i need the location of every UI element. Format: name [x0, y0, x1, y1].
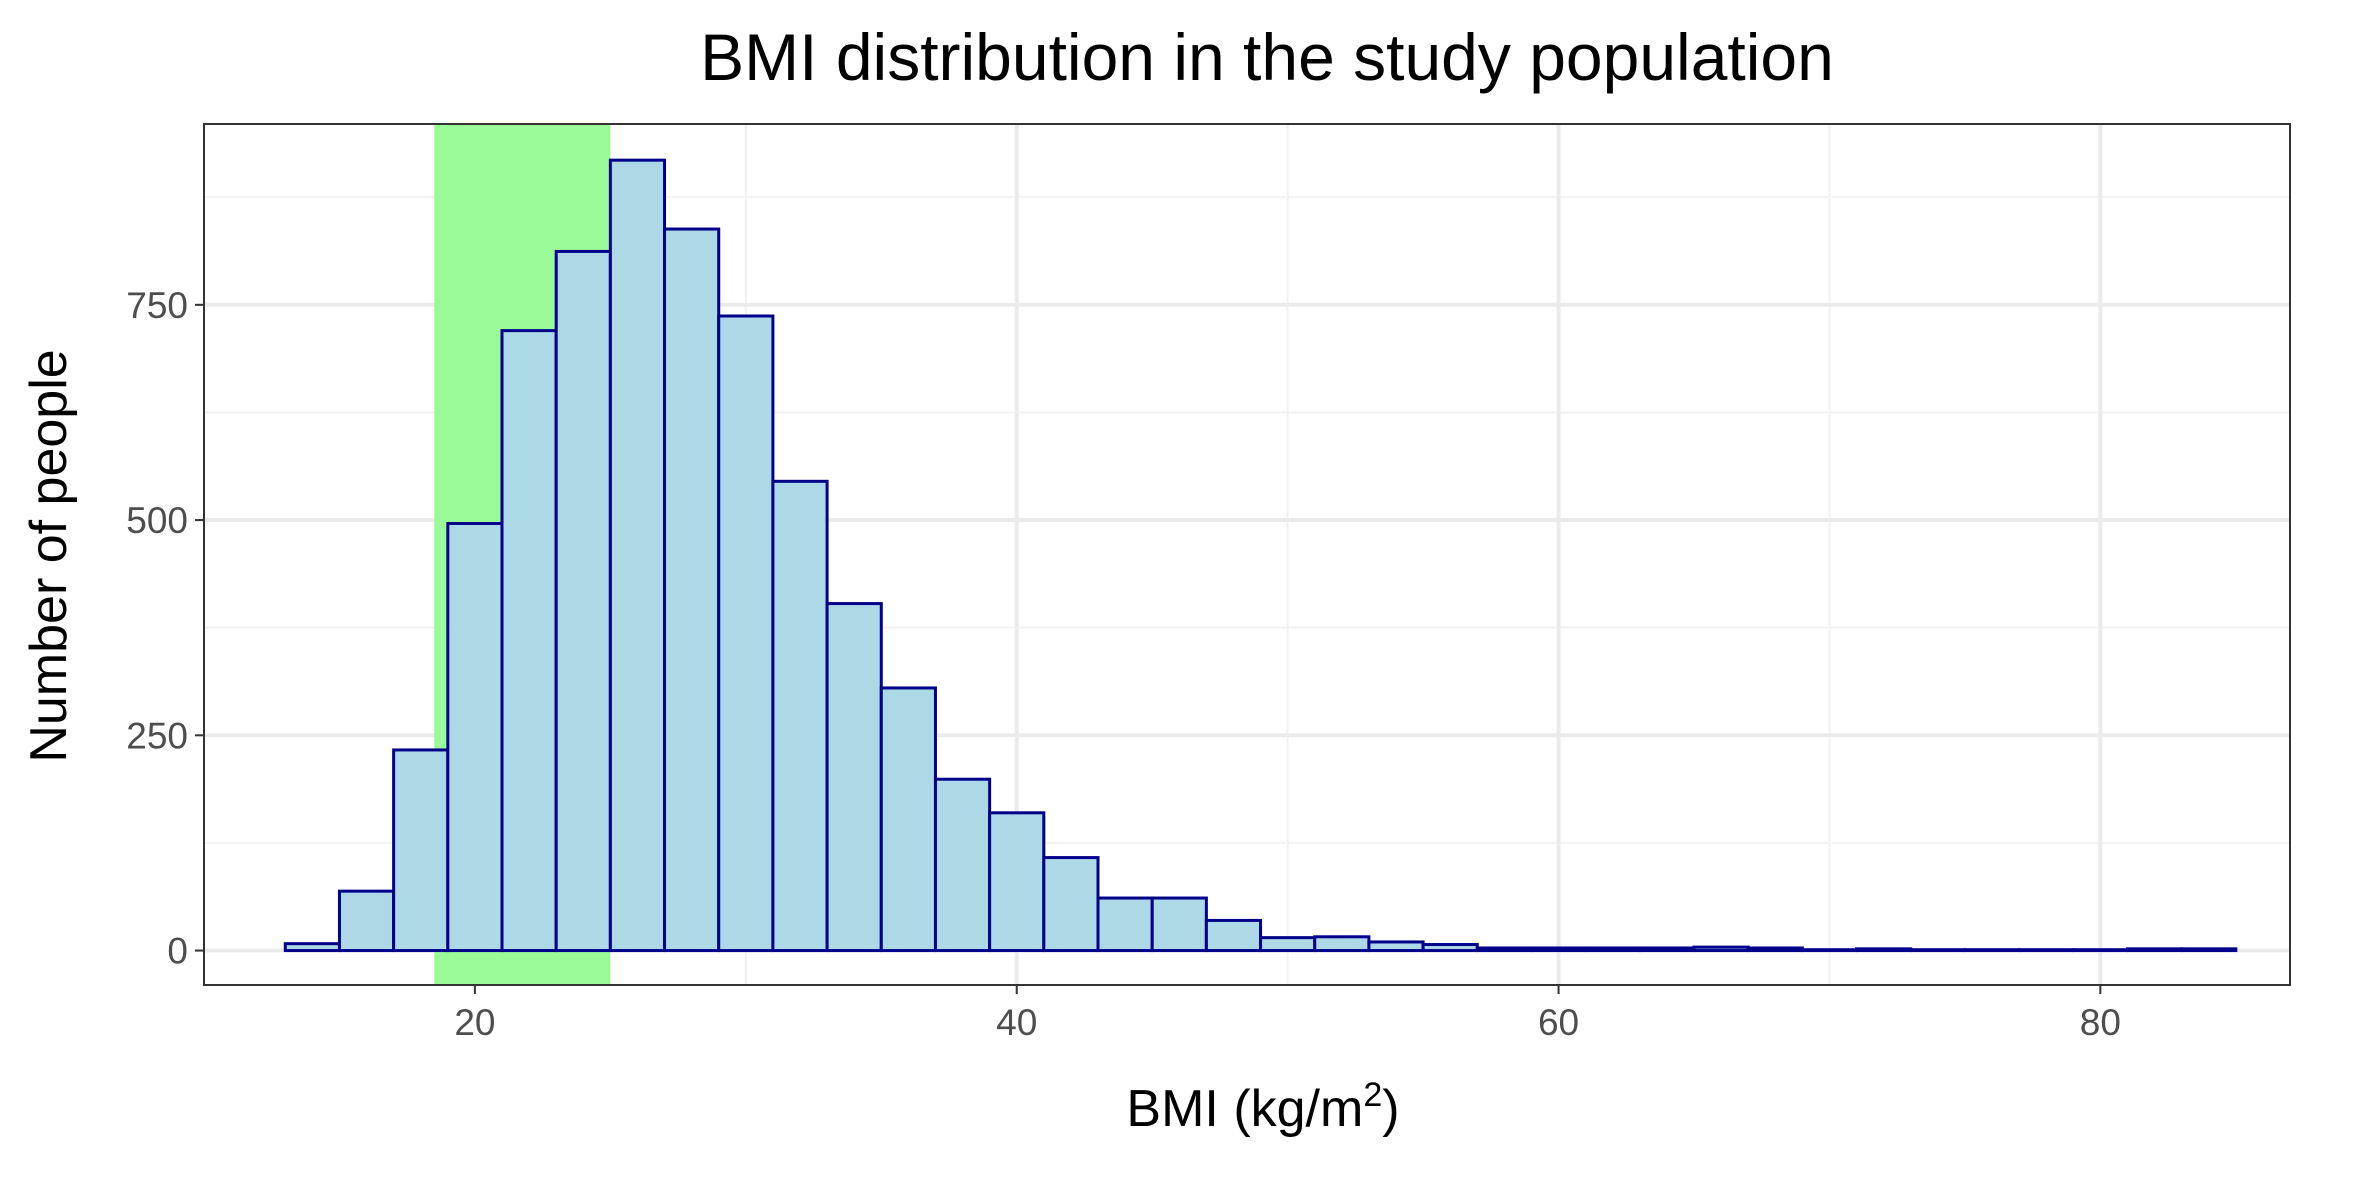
- y-tick-label: 250: [126, 715, 188, 756]
- histogram-bar: [1096, 896, 1154, 953]
- histogram-bar: [1855, 947, 1913, 953]
- histogram-bar: [1909, 948, 1967, 953]
- histogram-bar: [392, 748, 450, 953]
- histogram-bars: [283, 158, 2238, 953]
- histogram-bar: [663, 227, 721, 953]
- histogram-bar: [1259, 936, 1317, 953]
- x-tick-label: 40: [996, 1002, 1037, 1043]
- histogram-bar: [1042, 856, 1100, 953]
- histogram-bar: [446, 522, 504, 953]
- panel-border: [203, 123, 2291, 986]
- histogram-bar: [2017, 948, 2075, 953]
- histogram-bar: [554, 249, 612, 953]
- chart-title: BMI distribution in the study population: [700, 20, 1834, 94]
- histogram-bar: [1204, 918, 1263, 953]
- histogram-bar: [500, 329, 558, 953]
- x-tick-label: 80: [2080, 1002, 2121, 1043]
- histogram-bar: [988, 811, 1046, 953]
- y-tick-label: 0: [167, 931, 188, 972]
- histogram-bar: [283, 942, 341, 953]
- histogram-bar: [337, 889, 396, 953]
- histogram-bar: [933, 777, 992, 953]
- histogram-bar: [2125, 947, 2184, 953]
- histogram-bar: [1800, 948, 1859, 953]
- histogram-bar: [1638, 946, 1696, 953]
- x-axis-label-close: ): [1382, 1080, 1399, 1138]
- histogram-bar: [1421, 943, 1479, 953]
- histogram-bar: [1475, 946, 1533, 953]
- x-tick-label: 60: [1538, 1002, 1579, 1043]
- histogram-bar: [1150, 896, 1208, 953]
- histogram-bar: [1692, 945, 1750, 953]
- histogram-bar: [1584, 946, 1642, 953]
- histogram-bar: [771, 479, 829, 953]
- x-axis-label-superscript: 2: [1363, 1076, 1382, 1114]
- histogram-bar: [1963, 948, 2021, 953]
- histogram-bar: [1529, 946, 1588, 953]
- y-tick-label: 500: [126, 500, 188, 541]
- x-axis-ticks: 20 40 60 80: [454, 985, 2121, 1043]
- y-axis-label: Number of people: [20, 349, 78, 762]
- x-axis-label: BMI (kg/m2): [1126, 1076, 1399, 1138]
- histogram-bar: [1313, 935, 1371, 953]
- y-tick-label: 750: [126, 285, 188, 326]
- histogram-bar: [1746, 946, 1804, 953]
- histogram-bar: [717, 314, 775, 953]
- x-tick-label: 20: [454, 1002, 495, 1043]
- histogram-bar: [1367, 940, 1425, 953]
- histogram-bar: [879, 686, 937, 953]
- y-axis-ticks: 0 250 500 750: [126, 285, 204, 972]
- histogram-bar: [2071, 948, 2129, 953]
- histogram-bar: [608, 158, 667, 953]
- histogram-bar: [825, 602, 883, 953]
- histogram-bar: [2180, 947, 2238, 953]
